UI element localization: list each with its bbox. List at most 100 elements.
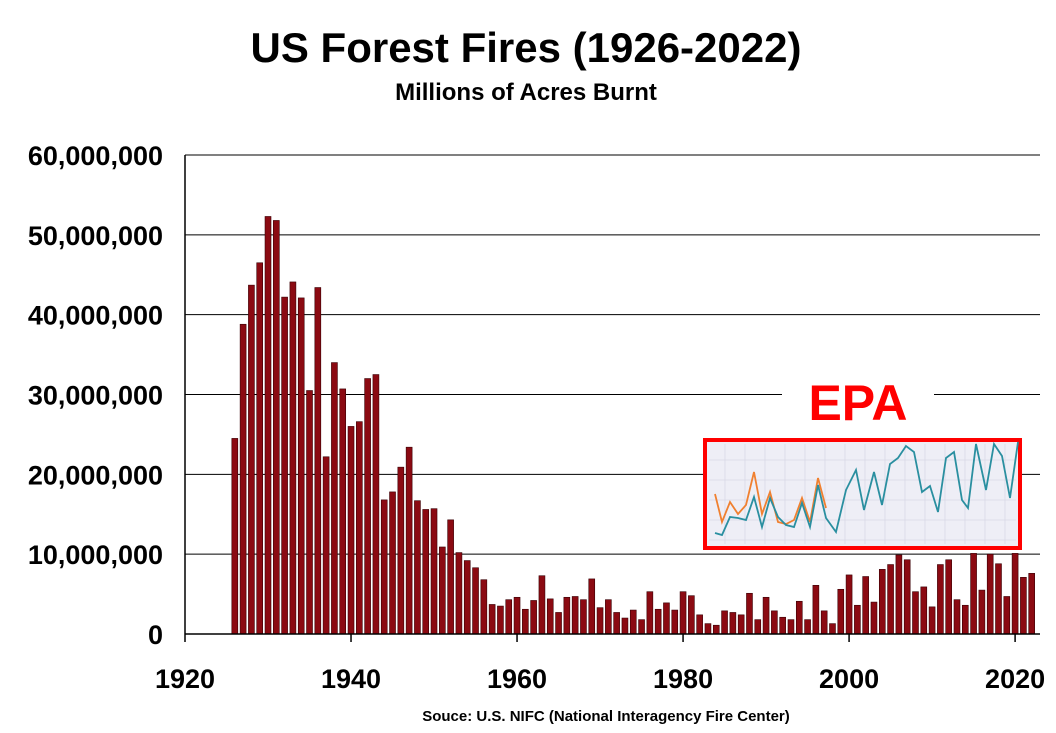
bar-2006 <box>895 554 903 635</box>
bar-1985 <box>721 610 728 635</box>
epa-stamp: EPA <box>808 375 907 431</box>
bar-1987 <box>737 614 745 635</box>
bar-1956 <box>480 579 488 635</box>
bar-2019 <box>1003 596 1011 635</box>
bar-1993 <box>787 619 795 635</box>
bar-1945 <box>389 491 396 635</box>
bar-2013 <box>953 599 961 635</box>
bar-1934 <box>297 297 305 635</box>
bar-1981 <box>688 595 695 635</box>
bar-2016 <box>978 589 986 635</box>
bar-1983 <box>704 623 712 635</box>
bar-1927 <box>239 323 247 635</box>
bar-2000 <box>845 574 853 635</box>
bar-1946 <box>397 466 405 635</box>
inset-series-teal <box>714 441 1019 537</box>
bar-2008 <box>912 591 919 635</box>
bar-1930 <box>264 216 272 635</box>
bar-2011 <box>937 564 944 635</box>
bars <box>231 216 1035 635</box>
x-tick-label-3: 1980 <box>653 664 713 694</box>
y-tick-label-0: 0 <box>148 620 163 650</box>
bar-2007 <box>903 559 911 635</box>
bar-1968 <box>580 599 587 635</box>
bar-1967 <box>571 596 579 635</box>
bar-2021 <box>1020 577 1027 635</box>
bar-1942 <box>364 378 371 635</box>
bar-1938 <box>331 362 338 635</box>
bar-1948 <box>414 500 421 635</box>
y-tick-label-2: 20,000,000 <box>28 460 163 490</box>
bar-1926 <box>231 438 239 635</box>
bar-1961 <box>522 608 529 635</box>
x-tick-label-5: 2020 <box>985 664 1045 694</box>
x-tick-label-4: 2000 <box>819 664 879 694</box>
bar-2012 <box>945 559 952 635</box>
bar-1995 <box>804 619 811 635</box>
bar-2004 <box>878 569 886 635</box>
inset-line-chart <box>703 438 1022 550</box>
bar-1973 <box>621 617 629 635</box>
bar-1954 <box>463 560 471 635</box>
bar-1979 <box>671 609 679 635</box>
bar-1990 <box>762 596 770 635</box>
bar-1960 <box>513 596 521 635</box>
bar-2020 <box>1011 553 1019 635</box>
y-tick-labels: 0 10,000,000 20,000,000 30,000,000 40,000,00… <box>28 141 163 650</box>
chart-subtitle: Millions of Acres Burnt <box>395 79 657 106</box>
bar-1937 <box>322 456 330 635</box>
bar-1982 <box>696 614 703 635</box>
bar-1978 <box>663 602 670 635</box>
bar-1929 <box>256 262 264 635</box>
bar-1963 <box>538 575 546 635</box>
bar-1991 <box>771 610 778 635</box>
bar-1932 <box>281 296 288 635</box>
bar-2018 <box>995 563 1002 635</box>
bar-1951 <box>439 546 446 635</box>
bar-1999 <box>837 588 845 635</box>
bar-1931 <box>273 220 280 635</box>
bar-1997 <box>820 610 828 635</box>
bar-1928 <box>248 284 255 635</box>
chart-title: US Forest Fires (1926-2022) <box>251 24 802 71</box>
bar-1958 <box>497 605 504 635</box>
bar-1966 <box>563 596 571 635</box>
bar-1992 <box>779 616 786 635</box>
bar-2015 <box>970 553 977 635</box>
bar-1965 <box>555 612 562 635</box>
bar-1950 <box>430 508 438 635</box>
bar-2017 <box>986 553 994 635</box>
bar-1947 <box>405 446 413 635</box>
bar-1953 <box>455 552 463 635</box>
bar-2010 <box>928 606 936 635</box>
bar-1980 <box>679 591 687 635</box>
bar-1977 <box>654 608 662 635</box>
bar-1964 <box>546 598 554 635</box>
bar-1952 <box>447 519 454 635</box>
bar-1936 <box>314 287 322 635</box>
bar-1941 <box>356 421 363 635</box>
y-tick-label-6: 60,000,000 <box>28 141 163 171</box>
y-tick-label-4: 40,000,000 <box>28 301 163 331</box>
bar-1940 <box>347 426 355 635</box>
bar-1939 <box>339 388 347 635</box>
bar-1955 <box>472 567 479 635</box>
bar-1935 <box>306 390 313 635</box>
bar-1969 <box>588 578 596 635</box>
bar-1962 <box>530 600 537 635</box>
bar-1975 <box>638 619 645 635</box>
x-tick-label-2: 1960 <box>487 664 547 694</box>
stamp-background <box>782 372 934 434</box>
bar-2003 <box>870 601 878 635</box>
axes <box>184 155 1040 642</box>
bar-1984 <box>712 624 720 635</box>
bar-1974 <box>629 609 637 635</box>
x-tick-labels: 1920 1940 1960 1980 2000 2020 <box>155 664 1045 694</box>
bar-1976 <box>646 591 654 635</box>
bar-1998 <box>829 623 836 635</box>
bar-1996 <box>812 584 820 635</box>
bar-1988 <box>746 592 753 635</box>
bar-2014 <box>961 604 969 635</box>
source-note: Souce: U.S. NIFC (National Interagency F… <box>422 708 790 725</box>
bar-2022 <box>1028 573 1035 635</box>
